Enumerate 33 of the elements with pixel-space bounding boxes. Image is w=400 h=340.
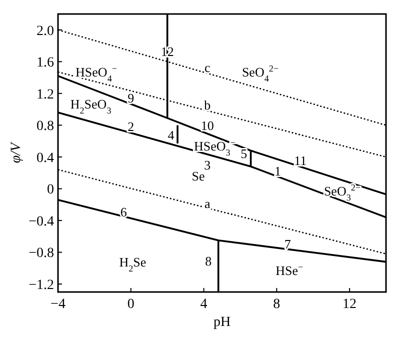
y-tick-label: 0.8 (36, 119, 54, 134)
x-tick-label: −4 (50, 297, 66, 312)
y-tick-label: 1.2 (36, 87, 54, 102)
annotation: 4 (168, 127, 175, 142)
y-tick-label: 1.6 (36, 56, 54, 71)
y-tick-label: −1.2 (28, 278, 54, 293)
annotation: HSe$^{−}$ (276, 262, 304, 278)
annotation: H$_{2}$Se (119, 254, 146, 274)
annotation: 8 (205, 254, 212, 269)
annotation: 2 (128, 118, 134, 134)
x-tick-label: 8 (273, 297, 280, 312)
x-tick-label: 12 (342, 297, 357, 312)
y-axis-title: φ/V (9, 141, 24, 164)
annotation: b (204, 97, 211, 112)
y-tick-label: 0.4 (36, 150, 54, 166)
y-tick-label: 2.0 (36, 24, 54, 39)
annotation: 3 (204, 157, 211, 172)
annotation: 1 (274, 163, 282, 178)
x-tick-label: 4 (200, 297, 208, 312)
x-axis-title: pH (213, 315, 231, 330)
annotation: H$_{2}$SeO$_{3}$ (70, 96, 112, 116)
annotation: 11 (294, 153, 307, 168)
y-tick-label: −0.4 (28, 214, 54, 230)
annotation: 10 (200, 118, 214, 133)
annotation: 9 (128, 90, 134, 106)
annotation: 5 (240, 146, 248, 161)
x-tick-label: 0 (127, 297, 134, 312)
annotation: 7 (284, 236, 292, 252)
y-tick-label: 0 (47, 182, 54, 198)
annotation: Se (192, 168, 206, 184)
annotation: a (204, 196, 211, 211)
annotation: c (204, 60, 211, 76)
y-tick-label: −0.8 (28, 246, 54, 262)
